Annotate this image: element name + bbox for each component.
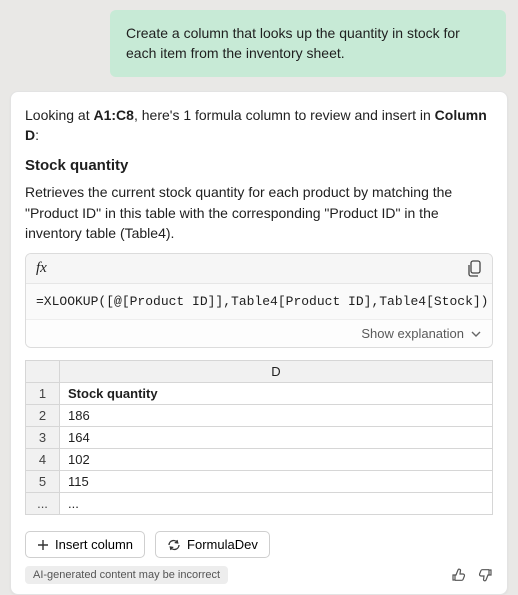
table-row: 4 102 bbox=[26, 449, 493, 471]
formula-header: fx bbox=[26, 254, 492, 284]
preview-table: D 1 Stock quantity 2 186 3 164 4 102 5 1… bbox=[25, 360, 493, 515]
intro-range: A1:C8 bbox=[94, 107, 134, 123]
show-explanation-label: Show explanation bbox=[361, 326, 464, 341]
chevron-down-icon bbox=[470, 328, 482, 340]
cell-value: Stock quantity bbox=[60, 383, 493, 405]
corner-cell bbox=[26, 361, 60, 383]
row-number: 4 bbox=[26, 449, 60, 471]
feedback-controls bbox=[451, 567, 493, 583]
user-prompt-text: Create a column that looks up the quanti… bbox=[126, 25, 460, 61]
show-explanation-button[interactable]: Show explanation bbox=[26, 320, 492, 347]
thumbs-down-icon[interactable] bbox=[477, 567, 493, 583]
cell-value: 115 bbox=[60, 471, 493, 493]
table-row: 5 115 bbox=[26, 471, 493, 493]
cell-value: 186 bbox=[60, 405, 493, 427]
intro-line: Looking at A1:C8, here's 1 formula colum… bbox=[25, 106, 493, 145]
actions-row: Insert column FormulaDev bbox=[25, 531, 493, 558]
row-number: 2 bbox=[26, 405, 60, 427]
table-row: ... ... bbox=[26, 493, 493, 515]
footer-row: AI-generated content may be incorrect bbox=[25, 566, 493, 584]
table-row: 3 164 bbox=[26, 427, 493, 449]
column-letter: D bbox=[60, 361, 493, 383]
refresh-icon bbox=[167, 539, 181, 551]
section-description: Retrieves the current stock quantity for… bbox=[25, 182, 493, 243]
row-number: 1 bbox=[26, 383, 60, 405]
row-number: 5 bbox=[26, 471, 60, 493]
cell-value: ... bbox=[60, 493, 493, 515]
section-title: Stock quantity bbox=[25, 157, 493, 174]
cell-value: 164 bbox=[60, 427, 493, 449]
insert-column-button[interactable]: Insert column bbox=[25, 531, 145, 558]
row-number: ... bbox=[26, 493, 60, 515]
cell-value: 102 bbox=[60, 449, 493, 471]
formula-dev-label: FormulaDev bbox=[187, 537, 258, 552]
intro-prefix: Looking at bbox=[25, 107, 94, 123]
user-prompt-bubble: Create a column that looks up the quanti… bbox=[110, 10, 506, 77]
intro-mid: , here's 1 formula column to review and … bbox=[134, 107, 435, 123]
thumbs-up-icon[interactable] bbox=[451, 567, 467, 583]
formula-code: =XLOOKUP([@[Product ID]],Table4[Product … bbox=[26, 284, 492, 320]
formula-box: fx =XLOOKUP([@[Product ID]],Table4[Produ… bbox=[25, 253, 493, 348]
table-row: 1 Stock quantity bbox=[26, 383, 493, 405]
response-card: Looking at A1:C8, here's 1 formula colum… bbox=[10, 91, 508, 595]
fx-label: fx bbox=[36, 260, 47, 277]
insert-column-label: Insert column bbox=[55, 537, 133, 552]
intro-suffix: : bbox=[35, 127, 39, 143]
ai-disclaimer: AI-generated content may be incorrect bbox=[25, 566, 228, 584]
table-row: 2 186 bbox=[26, 405, 493, 427]
plus-icon bbox=[37, 539, 49, 551]
row-number: 3 bbox=[26, 427, 60, 449]
copy-icon[interactable] bbox=[467, 260, 482, 277]
formula-dev-button[interactable]: FormulaDev bbox=[155, 531, 270, 558]
